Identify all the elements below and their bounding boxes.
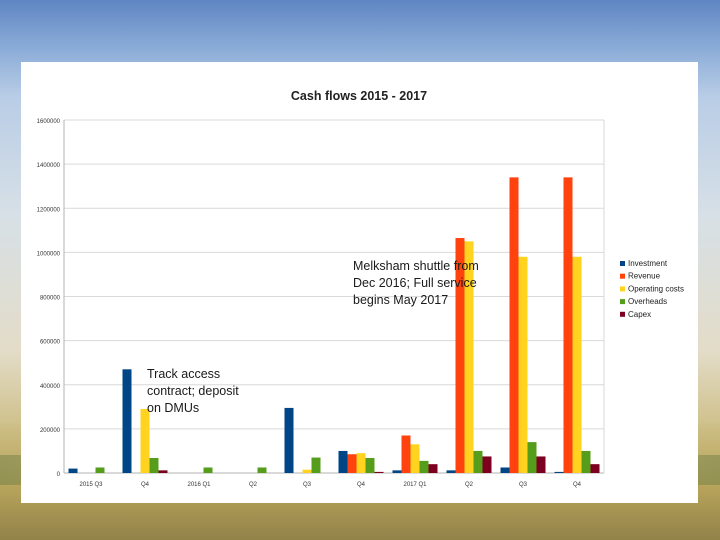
chart-title: Cash flows 2015 - 2017 (291, 89, 427, 103)
x-tick-label: 2015 Q3 (79, 482, 103, 488)
bar-revenue (455, 238, 465, 473)
cash-flow-chart: Cash flows 2015 - 2017 0 200000 400000 6000… (37, 89, 684, 488)
bar-revenue (563, 177, 573, 474)
x-tick-label: Q2 (249, 482, 258, 488)
bar-operating_costs (572, 256, 582, 473)
annotation-melksham-line-1: Melksham shuttle from (353, 259, 479, 273)
bar-investment (284, 407, 294, 473)
bar-overheads (473, 450, 483, 473)
bar-overheads (527, 442, 537, 473)
bar-investment (122, 369, 132, 473)
legend: Investment Revenue Operating costs Overhead… (620, 259, 684, 319)
bar-revenue (347, 454, 357, 473)
legend-label: Revenue (628, 272, 661, 281)
legend-swatch-revenue (620, 273, 625, 279)
bar-overheads (581, 450, 591, 473)
legend-label: Overheads (628, 297, 667, 306)
legend-swatch-operating_costs (620, 286, 625, 292)
bar-revenue (509, 177, 519, 474)
annotation-melksham-line-2: Dec 2016; Full service (353, 276, 477, 290)
y-tick-label: 1400000 (37, 163, 61, 169)
bar-revenue (401, 435, 411, 473)
bar-operating_costs (302, 469, 312, 473)
y-tick-label: 600000 (40, 340, 61, 346)
legend-swatch-investment (620, 261, 625, 266)
bar-investment (68, 468, 78, 473)
bar-capex (590, 464, 600, 473)
bar-operating_costs (464, 241, 474, 473)
legend-label: Operating costs (628, 284, 684, 293)
x-tick-label: Q3 (303, 482, 312, 488)
chart-panel: Cash flows 2015 - 2017 0 200000 400000 6000… (21, 62, 698, 503)
bar-overheads (365, 457, 375, 473)
annotation-track-line-2: contract; deposit (147, 384, 239, 398)
y-tick-label: 1000000 (37, 251, 61, 257)
bar-overheads (257, 467, 267, 473)
bar-investment (446, 470, 456, 473)
y-tick-label: 400000 (40, 384, 61, 390)
y-tick-label: 1200000 (37, 207, 61, 213)
annotation-melksham: Melksham shuttle from Dec 2016; Full ser… (353, 258, 479, 309)
y-tick-label: 800000 (40, 296, 61, 302)
bar-overheads (95, 467, 105, 473)
bar-investment (338, 450, 348, 473)
bar-operating_costs (356, 453, 366, 473)
bar-overheads (419, 460, 429, 473)
bar-overheads (311, 457, 321, 473)
x-tick-label: 2016 Q1 (187, 482, 211, 488)
bar-capex (428, 464, 438, 473)
bar-capex (374, 471, 384, 473)
y-axis-ticks: 0 200000 400000 600000 800000 1000000 1200000 1… (37, 119, 61, 478)
bar-investment (392, 470, 402, 473)
y-tick-label: 200000 (40, 428, 61, 434)
legend-label: Investment (628, 259, 668, 268)
bar-operating_costs (140, 409, 150, 473)
legend-label: Capex (628, 310, 651, 319)
legend-swatch-capex (620, 311, 625, 317)
bar-overheads (203, 467, 213, 473)
annotation-track-line-3: on DMUs (147, 401, 200, 415)
y-tick-label: 0 (57, 472, 61, 478)
annotation-melksham-line-3: begins May 2017 (353, 293, 449, 307)
x-tick-label: Q2 (465, 482, 474, 488)
x-tick-label: 2017 Q1 (403, 482, 427, 488)
x-axis-ticks: 2015 Q3 Q4 2016 Q1 Q2 Q3 Q4 2017 Q1 Q2 Q3 Q4 (79, 482, 581, 488)
bar-capex (536, 456, 546, 473)
bar-capex (482, 456, 492, 473)
bar-operating_costs (518, 256, 528, 473)
x-tick-label: Q4 (573, 482, 582, 488)
y-tick-label: 1600000 (37, 119, 61, 125)
bar-overheads (149, 457, 159, 473)
x-tick-label: Q4 (357, 482, 366, 488)
bar-operating_costs (410, 444, 420, 473)
x-tick-label: Q4 (141, 482, 150, 488)
annotation-track-line-1: Track access (147, 367, 221, 381)
bar-investment (554, 471, 564, 473)
bars (68, 177, 600, 474)
bar-investment (500, 467, 510, 473)
annotation-track-access: Track access contract; deposit on DMUs (147, 366, 239, 417)
bar-capex (158, 470, 168, 473)
legend-swatch-overheads (620, 299, 625, 305)
x-tick-label: Q3 (519, 482, 528, 488)
